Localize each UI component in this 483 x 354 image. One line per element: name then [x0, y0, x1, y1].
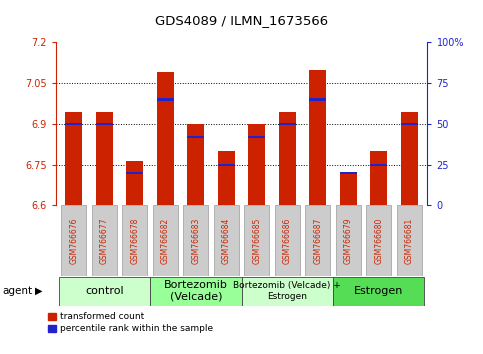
Text: GSM766683: GSM766683	[191, 217, 200, 264]
Text: GSM766685: GSM766685	[252, 217, 261, 264]
Bar	[279, 112, 296, 205]
Bar	[96, 123, 113, 125]
Text: GSM766676: GSM766676	[70, 217, 78, 264]
Bar	[92, 205, 117, 276]
Bar	[401, 112, 417, 205]
Bar	[187, 124, 204, 205]
Text: GSM766687: GSM766687	[313, 217, 322, 264]
Bar	[66, 123, 82, 125]
Bar	[61, 205, 86, 276]
Text: GSM766678: GSM766678	[130, 217, 139, 264]
Bar	[275, 205, 300, 276]
Text: GSM766679: GSM766679	[344, 217, 353, 264]
Bar	[218, 164, 235, 166]
Text: GSM766684: GSM766684	[222, 217, 231, 264]
Bar	[157, 72, 174, 205]
Bar	[248, 136, 265, 138]
Bar	[397, 205, 422, 276]
Legend: transformed count, percentile rank within the sample: transformed count, percentile rank withi…	[48, 313, 213, 333]
Bar	[370, 164, 387, 166]
Text: GSM766677: GSM766677	[100, 217, 109, 264]
Text: GDS4089 / ILMN_1673566: GDS4089 / ILMN_1673566	[155, 14, 328, 27]
Text: GSM766682: GSM766682	[161, 218, 170, 264]
Bar	[122, 205, 147, 276]
Bar	[66, 112, 82, 205]
Bar	[157, 98, 174, 101]
Bar	[153, 205, 178, 276]
Bar	[366, 205, 391, 276]
Bar	[214, 205, 239, 276]
Bar	[370, 151, 387, 205]
Text: GSM766680: GSM766680	[374, 217, 383, 264]
Bar	[127, 161, 143, 205]
Text: control: control	[85, 286, 124, 296]
Bar	[248, 124, 265, 205]
Text: ▶: ▶	[35, 286, 43, 296]
Bar	[187, 136, 204, 138]
Bar	[309, 98, 326, 101]
Bar	[127, 172, 143, 174]
Bar	[96, 112, 113, 205]
Bar	[340, 172, 356, 174]
Bar	[279, 123, 296, 125]
Text: Bortezomib
(Velcade): Bortezomib (Velcade)	[164, 280, 227, 302]
Text: GSM766681: GSM766681	[405, 218, 413, 264]
Bar	[340, 173, 356, 205]
Bar	[183, 205, 208, 276]
Bar	[305, 205, 330, 276]
Bar	[309, 70, 326, 205]
Text: Bortezomib (Velcade) +
Estrogen: Bortezomib (Velcade) + Estrogen	[233, 281, 341, 301]
Bar	[150, 277, 242, 306]
Bar	[58, 277, 150, 306]
Bar	[336, 205, 361, 276]
Bar	[218, 151, 235, 205]
Bar	[333, 277, 425, 306]
Text: GSM766686: GSM766686	[283, 217, 292, 264]
Bar	[244, 205, 269, 276]
Text: Estrogen: Estrogen	[354, 286, 403, 296]
Bar	[242, 277, 333, 306]
Bar	[401, 123, 417, 125]
Text: agent: agent	[2, 286, 32, 296]
